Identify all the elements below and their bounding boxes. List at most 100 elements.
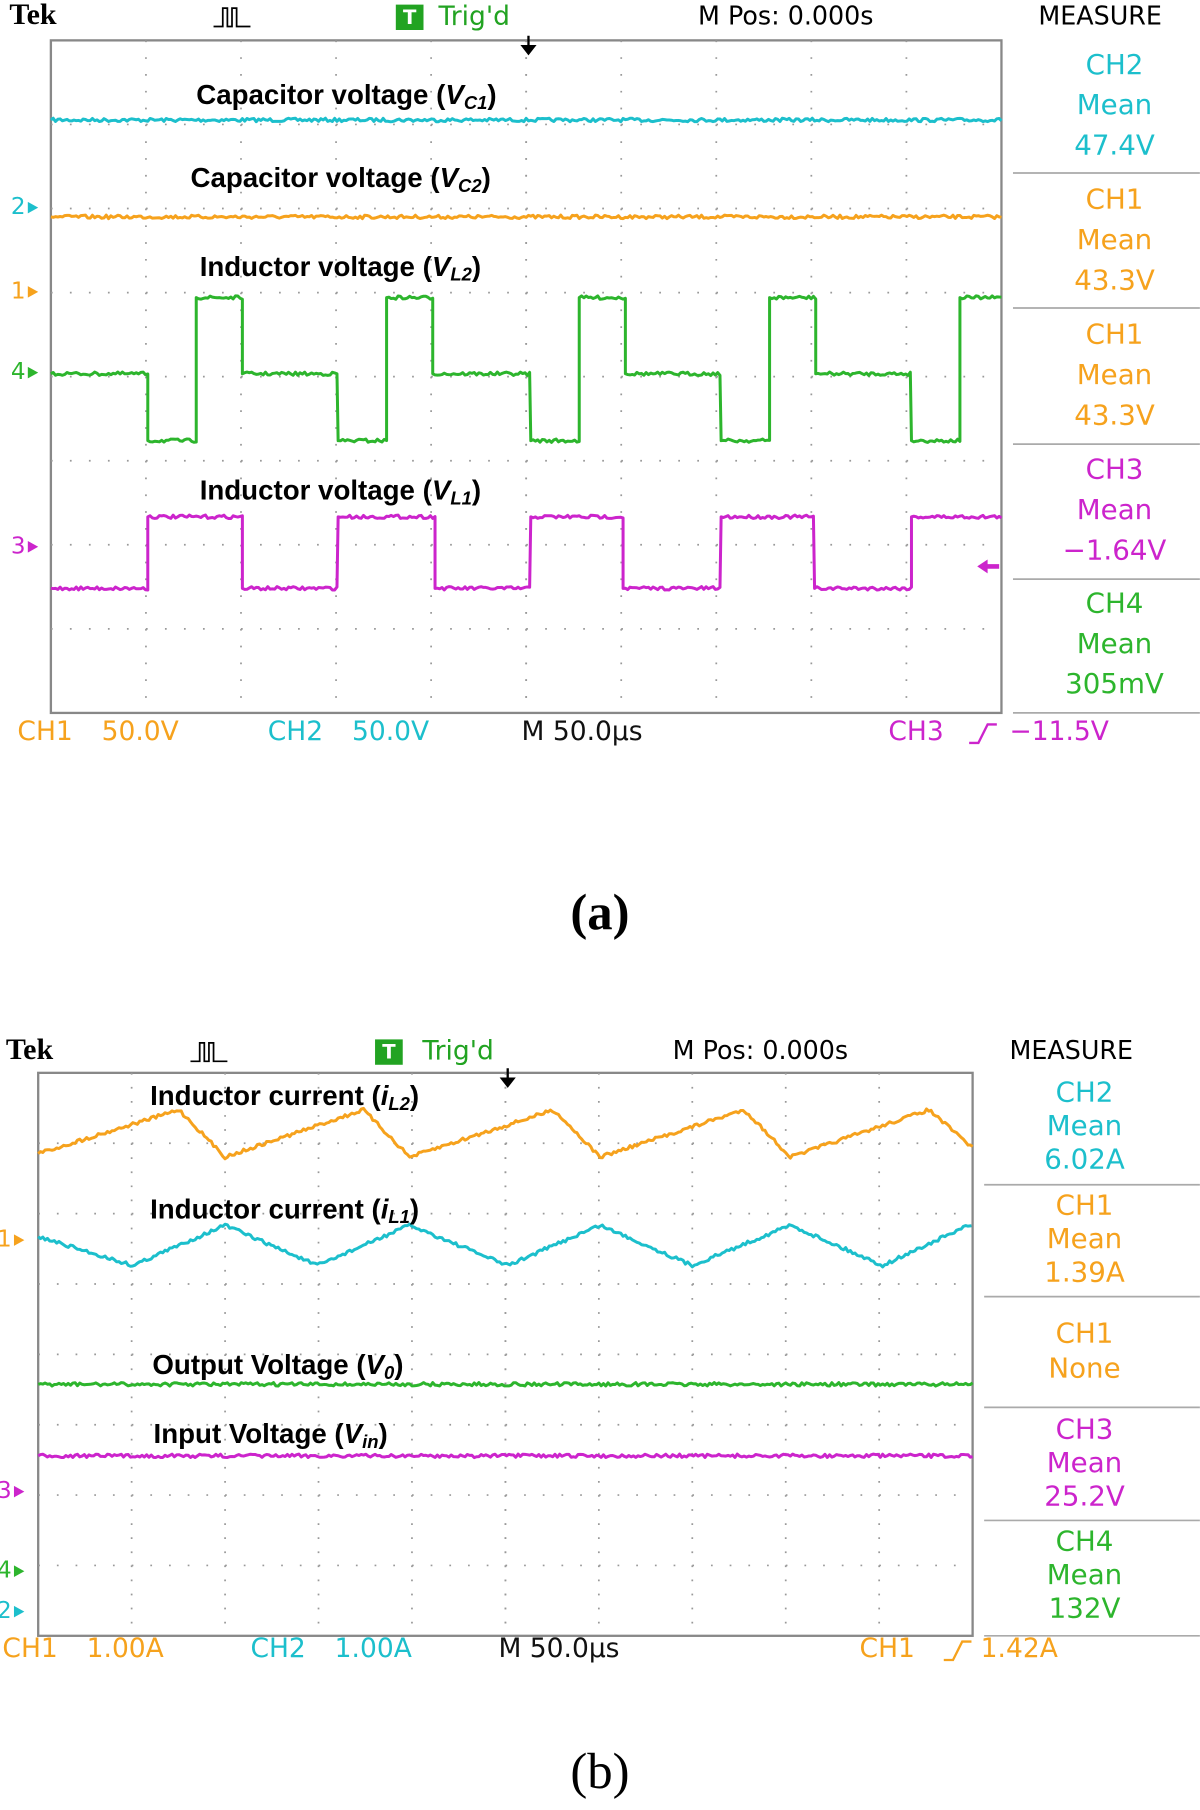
acq-icon <box>190 1041 228 1063</box>
label-end: ) <box>472 475 481 506</box>
measure-channel: CH3 <box>1086 453 1144 486</box>
marker-arrow <box>27 366 39 379</box>
acq-icon <box>213 7 251 28</box>
channel-marker: 3 <box>0 1478 12 1504</box>
footer-item: 1.00A <box>87 1633 164 1664</box>
measure-value: 6.02A <box>1044 1143 1125 1176</box>
label-sub: 0 <box>384 1362 395 1383</box>
trace-label: Inductor voltage (VL2) <box>200 251 481 284</box>
trace-label: Inductor current (iL1) <box>150 1194 419 1227</box>
waveform <box>37 1452 974 1460</box>
channel-marker: 1 <box>0 1227 12 1253</box>
label-end: ) <box>472 251 481 282</box>
measure-stat: Mean <box>1047 1446 1122 1479</box>
waveform <box>50 513 1003 592</box>
brand: Tek <box>9 0 57 31</box>
measure-channel: CH3 <box>1056 1412 1114 1445</box>
label-sub: L1 <box>450 487 472 508</box>
trace-label: Inductor current (iL2) <box>150 1081 419 1114</box>
brand: Tek <box>6 1033 54 1066</box>
label-var: i <box>381 1194 390 1225</box>
scope-panel: Tek T Trig'd M Pos: 0.000s MEASURE Capacitor … <box>9 0 1200 940</box>
m-pos: M Pos: 0.000s <box>673 1035 848 1065</box>
label-text: Inductor voltage ( <box>200 251 433 282</box>
label-var: V <box>432 475 453 506</box>
measure-stat: Mean <box>1047 1109 1122 1142</box>
measure-value: 25.2V <box>1044 1479 1125 1512</box>
label-text: Inductor current ( <box>150 1081 381 1112</box>
measure-title: MEASURE <box>1010 1035 1134 1065</box>
marker-arrow <box>27 286 39 298</box>
footer-item: CH1 <box>17 716 72 747</box>
measure-channel: CH1 <box>1056 1317 1114 1350</box>
trace-label: Capacitor voltage (VC1) <box>196 79 496 112</box>
measure-channel: CH2 <box>1086 48 1144 81</box>
ref-arrow <box>977 559 1000 574</box>
measure-stat: Mean <box>1047 1558 1122 1591</box>
measure-stat: Mean <box>1077 358 1152 391</box>
label-end: ) <box>482 162 491 193</box>
slope-icon <box>969 723 997 745</box>
trace-label: Input Voltage (Vin) <box>154 1419 388 1452</box>
waveform <box>50 213 1002 221</box>
m-pos: M Pos: 0.000s <box>698 0 873 30</box>
footer-item: CH3 <box>888 716 943 747</box>
channel-marker: 2 <box>0 1598 12 1624</box>
waveform <box>37 1381 974 1388</box>
slope-icon <box>943 1640 972 1662</box>
waveform <box>37 1106 974 1161</box>
footer-item: CH1 <box>860 1633 915 1664</box>
label-sub: L2 <box>450 264 472 285</box>
measure-stat: Mean <box>1077 627 1152 660</box>
label-var: V <box>432 251 453 282</box>
measure-channel: CH4 <box>1086 586 1144 619</box>
channel-marker: 2 <box>11 194 26 220</box>
channel-marker: 4 <box>0 1558 12 1584</box>
measure-stat: Mean <box>1077 223 1152 256</box>
label-end: ) <box>410 1194 419 1225</box>
trace-label: Inductor voltage (VL1) <box>200 475 481 508</box>
measure-value: 1.39A <box>1044 1256 1125 1289</box>
marker-arrow <box>27 201 39 214</box>
trace-label: Output Voltage (V0) <box>152 1349 403 1382</box>
label-sub: C1 <box>464 92 488 113</box>
marker-arrow <box>13 1234 25 1246</box>
label-var: i <box>381 1081 390 1112</box>
label-end: ) <box>379 1419 388 1450</box>
label-text: Output Voltage ( <box>152 1349 366 1380</box>
measure-channel: CH1 <box>1056 1189 1114 1222</box>
footer-item: 50.0V <box>352 716 429 747</box>
measure-value: 43.3V <box>1074 398 1155 431</box>
label-sub: L2 <box>388 1093 410 1114</box>
measure-channel: CH1 <box>1086 318 1144 351</box>
measure-value: 43.3V <box>1074 263 1155 296</box>
label-text: Capacitor voltage ( <box>190 162 440 193</box>
label-text: Inductor voltage ( <box>200 475 433 506</box>
footer-item: 1.42A <box>981 1633 1058 1664</box>
marker-arrow <box>27 541 39 553</box>
trig-mark: T <box>382 1041 396 1064</box>
marker-arrow <box>13 1485 25 1498</box>
footer-item: 1.00A <box>335 1633 412 1664</box>
label-sub: C2 <box>458 175 482 196</box>
footer-item: M 50.0µs <box>522 716 643 747</box>
measure-channel: CH1 <box>1086 183 1144 216</box>
measure-value: −1.64V <box>1063 533 1167 566</box>
trig-box <box>395 4 424 30</box>
label-var: V <box>344 1419 365 1450</box>
label-sub: L1 <box>388 1206 410 1227</box>
measure-stat: Mean <box>1077 493 1152 526</box>
measure-stat: None <box>1048 1351 1120 1384</box>
footer-item: CH1 <box>2 1633 57 1664</box>
measure-stat: Mean <box>1047 1222 1122 1255</box>
waveform <box>50 294 1002 444</box>
footer-item: CH2 <box>268 716 323 747</box>
caption: (b) <box>570 1743 629 1799</box>
label-var: V <box>366 1349 387 1380</box>
trigger-position <box>520 35 537 56</box>
footer-item: 50.0V <box>102 716 179 747</box>
measure-channel: CH4 <box>1056 1524 1114 1557</box>
marker-arrow <box>13 1565 25 1577</box>
waveform <box>49 116 1003 124</box>
